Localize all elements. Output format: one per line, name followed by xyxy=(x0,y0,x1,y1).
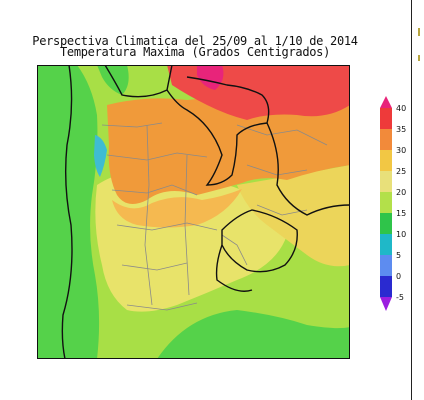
legend-label-20: 20 xyxy=(396,188,406,197)
right-edge-mark xyxy=(418,28,420,36)
right-edge-mark xyxy=(418,55,420,61)
legend-label-40: 40 xyxy=(396,104,406,113)
legend-box-15-20 xyxy=(380,192,392,213)
color-legend: 40 35 30 25 20 15 10 5 0 -5 xyxy=(380,96,406,311)
map-title-line1: Perspectiva Climatica del 25/09 al 1/10 … xyxy=(32,34,358,48)
country-borders xyxy=(61,65,350,359)
zone-yellow-central xyxy=(95,171,287,312)
zone-orange-light xyxy=(112,189,242,228)
legend-label-0: 0 xyxy=(396,272,401,281)
legend-label-15: 15 xyxy=(396,209,406,218)
legend-label-25: 25 xyxy=(396,167,406,176)
map-title-line2: Temperatura Maxima (Grados Centigrados) xyxy=(59,45,331,59)
legend-box-35-40 xyxy=(380,108,392,129)
legend-top-triangle xyxy=(380,96,392,108)
legend-label-10: 10 xyxy=(396,230,406,239)
zone-orange xyxy=(107,85,350,204)
legend-box-30-35 xyxy=(380,129,392,150)
legend-label-5: 5 xyxy=(396,251,401,260)
map-frame xyxy=(37,65,350,359)
zone-cyan-andes xyxy=(94,135,107,177)
legend-label-30: 30 xyxy=(396,146,406,155)
zone-yellow-east xyxy=(237,165,350,267)
right-edge-line xyxy=(411,0,412,400)
legend-box-5-10 xyxy=(380,234,392,255)
legend-box-0-5 xyxy=(380,255,392,276)
zone-green-southeast xyxy=(157,310,350,359)
legend-label-m5: -5 xyxy=(396,293,404,302)
legend-label-35: 35 xyxy=(396,125,406,134)
legend-box-25-30 xyxy=(380,150,392,171)
legend-bottom-triangle xyxy=(380,297,392,311)
legend-box-20-25 xyxy=(380,171,392,192)
legend-box-m5-0 xyxy=(380,276,392,297)
zone-ocean-southeast xyxy=(287,260,350,327)
temperature-map xyxy=(37,65,350,359)
zone-magenta xyxy=(197,65,224,90)
province-borders xyxy=(101,122,328,311)
zone-green-north xyxy=(97,65,129,95)
legend-box-10-15 xyxy=(380,213,392,234)
